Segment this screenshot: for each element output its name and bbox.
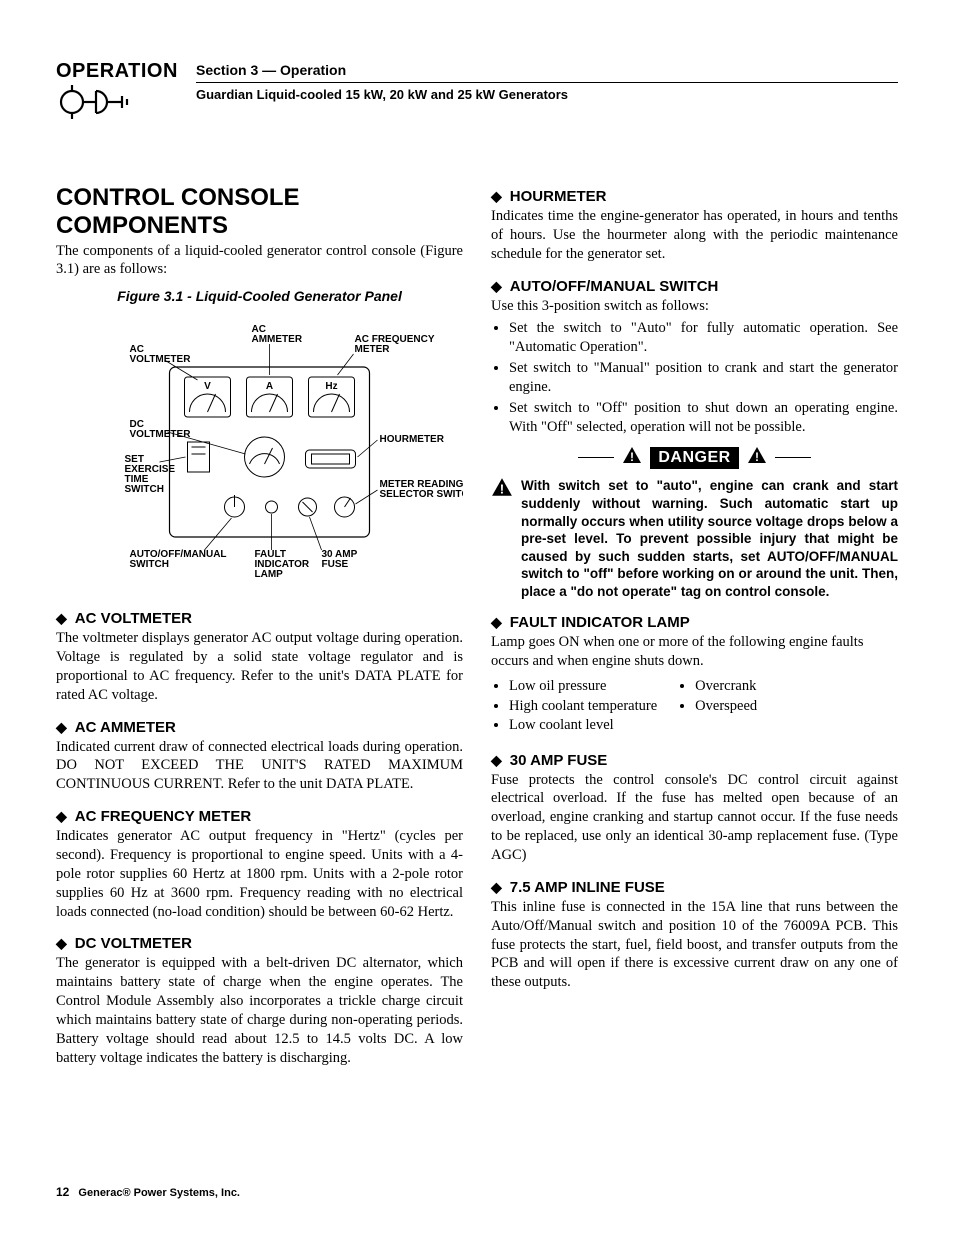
page-header: OPERATION Sec (56, 60, 898, 124)
body-ac-freq: Indicates generator AC output frequency … (56, 827, 463, 921)
heading-75amp-fuse: 7.5 AMP INLINE FUSE (491, 879, 898, 896)
fault-item: Low oil pressure (509, 677, 657, 697)
fig-label-acamm: ACAMMETER (252, 324, 303, 345)
fig-label-selector: METER READINGSELECTOR SWITCH (380, 479, 464, 500)
svg-text:!: ! (755, 450, 759, 464)
danger-label: DANGER (650, 447, 738, 469)
fig-label-aom: AUTO/OFF/MANUALSWITCH (130, 549, 227, 570)
body-hourmeter: Indicates time the engine-generator has … (491, 207, 898, 264)
svg-text:!: ! (630, 450, 634, 464)
fault-item: Overspeed (695, 697, 757, 717)
footer-company: Generac® Power Systems, Inc. (78, 1187, 240, 1199)
operation-label: OPERATION (56, 60, 196, 83)
body-30amp-fuse: Fuse protects the control console's DC c… (491, 771, 898, 865)
fig-label-acvolt: ACVOLTMETER (130, 344, 192, 365)
heading-30amp-fuse: 30 AMP FUSE (491, 752, 898, 769)
warning-block: ! With switch set to "auto", engine can … (491, 477, 898, 600)
subheader: Guardian Liquid-cooled 15 kW, 20 kW and … (196, 87, 898, 102)
fault-intro: Lamp goes ON when one or more of the fol… (491, 633, 898, 671)
fault-item: Overcrank (695, 677, 757, 697)
gauge-hz-label: Hz (325, 381, 337, 392)
gauge-v-label: V (204, 381, 211, 392)
left-column: CONTROL CONSOLE COMPONENTS The component… (56, 184, 463, 1071)
body-75amp-fuse: This inline fuse is connected in the 15A… (491, 898, 898, 992)
main-heading: CONTROL CONSOLE COMPONENTS (56, 184, 463, 240)
page-number: 12 (56, 1185, 69, 1199)
warning-triangle-icon: ! (747, 446, 767, 469)
danger-banner: ! DANGER ! (491, 446, 898, 469)
header-rule (196, 82, 898, 83)
heading-fault-lamp: FAULT INDICATOR LAMP (491, 614, 898, 631)
switch-intro: Use this 3-position switch as follows: (491, 297, 898, 316)
body-ac-ammeter: Indicated current draw of connected elec… (56, 738, 463, 795)
figure-panel: V A Hz (56, 312, 463, 592)
section-label: Section 3 — Operation (196, 62, 898, 78)
heading-ac-freq: AC FREQUENCY METER (56, 808, 463, 825)
fault-item: High coolant temperature (509, 697, 657, 717)
fig-label-dcvolt: DCVOLTMETER (130, 419, 192, 440)
switch-item: Set switch to "Manual" position to crank… (509, 359, 898, 397)
heading-ac-ammeter: AC AMMETER (56, 719, 463, 736)
switch-item: Set switch to "Off" position to shut dow… (509, 399, 898, 437)
body-dc-voltmeter: The generator is equipped with a belt-dr… (56, 954, 463, 1067)
heading-aom-switch: AUTO/OFF/MANUAL SWITCH (491, 278, 898, 295)
page-footer: 12 Generac® Power Systems, Inc. (56, 1185, 240, 1199)
heading-hourmeter: HOURMETER (491, 188, 898, 205)
heading-dc-voltmeter: DC VOLTMETER (56, 935, 463, 952)
intro-text: The components of a liquid-cooled genera… (56, 242, 463, 278)
switch-item: Set the switch to "Auto" for fully autom… (509, 319, 898, 357)
fault-columns: Low oil pressure High coolant temperatur… (491, 675, 898, 738)
fig-label-fault: FAULTINDICATORLAMP (255, 549, 310, 580)
warning-triangle-icon: ! (622, 446, 642, 469)
warning-text: With switch set to "auto", engine can cr… (521, 477, 898, 600)
warning-triangle-icon: ! (491, 477, 513, 600)
switch-list: Set the switch to "Auto" for fully autom… (491, 319, 898, 436)
heading-ac-voltmeter: AC VOLTMETER (56, 610, 463, 627)
right-column: HOURMETER Indicates time the engine-gene… (491, 184, 898, 1071)
fig-label-hour: HOURMETER (380, 434, 445, 445)
gauge-a-label: A (266, 381, 273, 392)
fig-label-fuse: 30 AMPFUSE (322, 549, 358, 570)
fig-label-acfreq: AC FREQUENCYMETER (355, 334, 435, 355)
figure-caption: Figure 3.1 - Liquid-Cooled Generator Pan… (56, 288, 463, 304)
fault-item: Low coolant level (509, 716, 657, 736)
body-ac-voltmeter: The voltmeter displays generator AC outp… (56, 629, 463, 704)
svg-text:!: ! (500, 482, 504, 497)
operation-icon (56, 85, 196, 124)
